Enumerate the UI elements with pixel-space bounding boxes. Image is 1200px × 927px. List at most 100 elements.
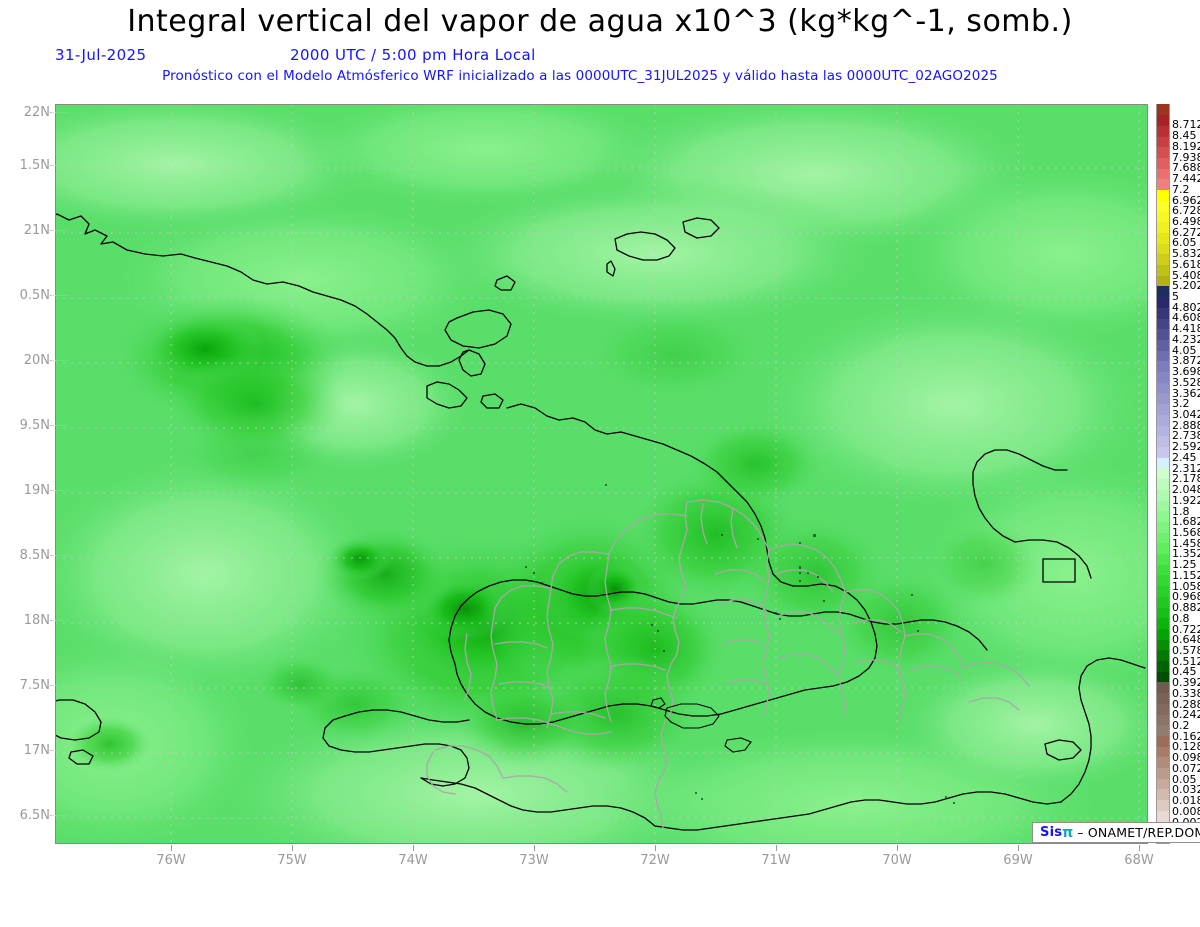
colorbar-tick-label: 8.192 <box>1172 139 1200 153</box>
colorbar-tick-label: 2.178 <box>1172 472 1200 486</box>
colorbar-tick-label: 0.072 <box>1172 761 1200 775</box>
colorbar-tick-label: 0.882 <box>1172 601 1200 615</box>
y-tick-label: 8.5N <box>19 548 50 563</box>
colorbar-tick-label: 2.048 <box>1172 483 1200 497</box>
y-tick-label: 21N <box>23 223 50 238</box>
x-tick-label: 69W <box>1003 853 1033 868</box>
colorbar-swatch <box>1157 714 1169 726</box>
colorbar-tick-label: 7.938 <box>1172 150 1200 164</box>
sispi-onamet-logo: Sis π – ONAMET/REP.DOM. <box>1032 822 1200 843</box>
colorbar-tick-label: 1.568 <box>1172 525 1200 539</box>
colorbar-swatch <box>1157 457 1169 469</box>
subheader-row: 31-Jul-2025 2000 UTC / 5:00 pm Hora Loca… <box>0 46 1200 66</box>
colorbar-swatch <box>1157 810 1169 822</box>
logo-pi-symbol: π <box>1062 824 1074 841</box>
colorbar-swatch <box>1157 265 1169 276</box>
colorbar-tick-label: 2.592 <box>1172 440 1200 454</box>
x-tick-mark <box>413 845 414 851</box>
colorbar-swatch <box>1157 404 1169 415</box>
y-tick-dash <box>50 230 68 231</box>
colorbar-tick-label: 4.802 <box>1172 300 1200 314</box>
y-tick-dash <box>50 555 68 556</box>
x-tick-label: 71W <box>761 853 791 868</box>
colorbar-swatch <box>1157 104 1169 116</box>
logo-org-text: – ONAMET/REP.DOM. <box>1077 825 1200 840</box>
colorbar-tick-label: 0.098 <box>1172 751 1200 765</box>
colorbar-swatch <box>1157 521 1169 533</box>
y-tick-label: 6.5N <box>19 808 50 823</box>
colorbar-swatch <box>1157 414 1169 426</box>
colorbar-swatch <box>1157 115 1169 126</box>
colorbar-swatch <box>1157 639 1169 651</box>
colorbar-swatch <box>1157 339 1169 351</box>
colorbar-tick-label: 1.682 <box>1172 515 1200 529</box>
colorbar-swatch <box>1157 489 1169 501</box>
x-tick-mark <box>534 845 535 851</box>
colorbar-swatch <box>1157 479 1169 490</box>
colorbar-tick-label: 6.498 <box>1172 214 1200 228</box>
colorbar-swatch <box>1157 211 1169 223</box>
colorbar-tick-label: 1.152 <box>1172 568 1200 582</box>
colorbar-swatch <box>1157 243 1169 255</box>
colorbar-tick-label: 3.2 <box>1172 397 1190 411</box>
shading-field <box>55 104 1148 844</box>
colorbar-tick-label: 0.512 <box>1172 654 1200 668</box>
colorbar-tick-label: 0.338 <box>1172 686 1200 700</box>
x-tick-mark <box>1139 845 1140 851</box>
colorbar-swatch <box>1157 382 1169 394</box>
colorbar-swatch <box>1157 446 1169 458</box>
x-tick-mark <box>655 845 656 851</box>
colorbar-swatch <box>1157 436 1169 447</box>
y-tick-label: 9.5N <box>19 418 50 433</box>
colorbar-swatch <box>1157 586 1169 597</box>
colorbar-tick-label: 0.242 <box>1172 708 1200 722</box>
x-tick-mark <box>171 845 172 851</box>
colorbar-tick-label: 2.888 <box>1172 418 1200 432</box>
colorbar-swatch <box>1157 179 1169 191</box>
colorbar-tick-label: 0.648 <box>1172 633 1200 647</box>
colorbar-swatch <box>1157 361 1169 373</box>
colorbar-tick-label: 1.058 <box>1172 579 1200 593</box>
y-tick-dash <box>50 685 68 686</box>
colorbar-swatch <box>1157 286 1169 298</box>
y-tick-label: 19N <box>23 483 50 498</box>
colorbar-swatch <box>1157 372 1169 383</box>
colorbar-tick-label: 5.832 <box>1172 247 1200 261</box>
colorbar-tick-label: 2.45 <box>1172 450 1197 464</box>
colorbar-swatch <box>1157 543 1169 555</box>
colorbar-swatch <box>1157 511 1169 522</box>
colorbar-tick-label: 0.8 <box>1172 611 1190 625</box>
colorbar-swatch <box>1157 564 1169 576</box>
forecast-date-label: 31-Jul-2025 <box>55 46 147 64</box>
colorbar-swatch <box>1157 232 1169 244</box>
colorbar-tick-label: 1.352 <box>1172 547 1200 561</box>
colorbar-tick-label: 2.312 <box>1172 461 1200 475</box>
colorbar-swatch <box>1157 789 1169 801</box>
colorbar-swatch <box>1157 532 1169 544</box>
province-boundaries <box>426 499 1030 829</box>
colorbar-tick-label: 3.528 <box>1172 375 1200 389</box>
colorbar-swatch <box>1157 297 1169 308</box>
y-tick-label: 1.5N <box>19 158 50 173</box>
x-tick-label: 72W <box>640 853 670 868</box>
colorbar-swatch <box>1157 628 1169 640</box>
y-tick-dash <box>50 815 68 816</box>
x-tick-mark <box>776 845 777 851</box>
colorbar-tick-label: 6.05 <box>1172 236 1197 250</box>
colorbar-tick-label: 3.872 <box>1172 354 1200 368</box>
colorbar-swatch <box>1157 735 1169 747</box>
colorbar-swatch <box>1157 725 1169 736</box>
colorbar-tick-label: 1.25 <box>1172 558 1197 572</box>
inland-lakes <box>650 697 752 753</box>
colorbar-labels: 00.0020.0080.0180.0320.050.0720.0980.128… <box>1172 104 1200 844</box>
colorbar-tick-label: 5.408 <box>1172 268 1200 282</box>
colorbar-tick-label: 1.8 <box>1172 504 1190 518</box>
colorbar-tick-label: 0.722 <box>1172 622 1200 636</box>
coastlines <box>55 213 1146 831</box>
colorbar-tick-label: 0.008 <box>1172 804 1200 818</box>
y-tick-label: 17N <box>23 743 50 758</box>
y-tick-dash <box>50 490 68 491</box>
y-tick-label: 20N <box>23 353 50 368</box>
x-tick-mark <box>897 845 898 851</box>
y-tick-dash <box>50 750 68 751</box>
